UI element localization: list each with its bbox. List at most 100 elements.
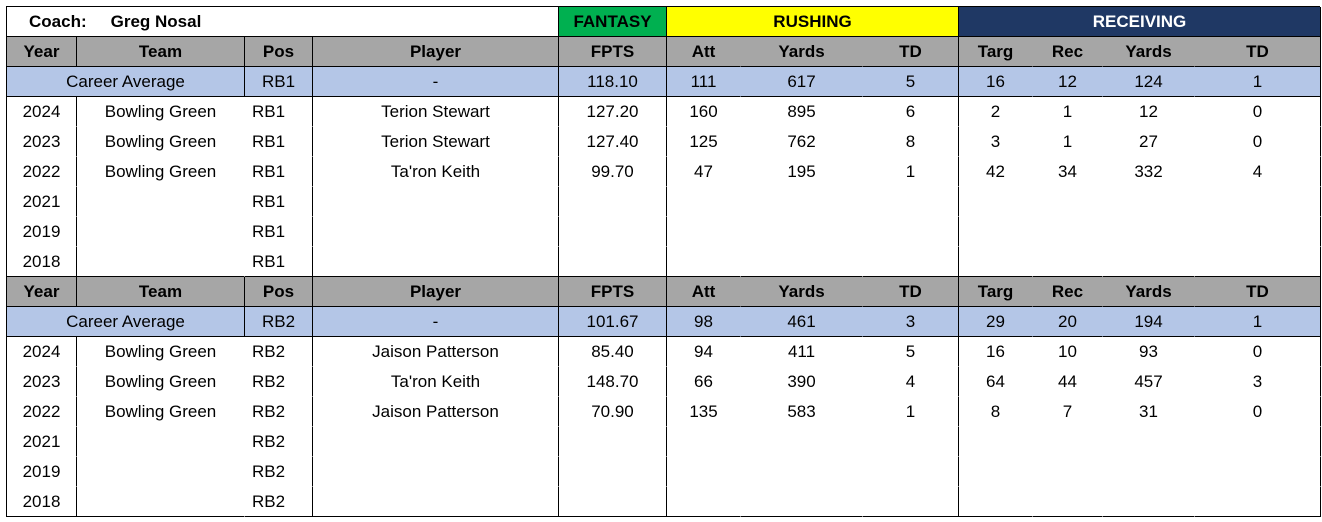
header-rush-td: TD [863, 277, 959, 307]
row-rush-yards: 895 [787, 101, 816, 121]
row-rec-yards [1103, 457, 1195, 487]
row-att [667, 247, 741, 277]
row-rec-td [1195, 487, 1321, 517]
row-year: 2022 [7, 397, 77, 427]
row-att: 66 [694, 371, 713, 391]
row-fpts: 85.40 [559, 337, 667, 367]
header-fpts: FPTS [559, 277, 667, 307]
row-rush-yards: 195 [787, 161, 816, 181]
row-fpts [559, 487, 667, 517]
row-att [667, 187, 741, 217]
row-rec-yards [1103, 247, 1195, 277]
row-pos: RB1 [245, 217, 313, 247]
row-rec: 7 [1062, 401, 1073, 421]
row-rush-yards [741, 427, 863, 457]
avg-targ: 29 [959, 307, 1033, 337]
avg-pos: RB1 [245, 67, 313, 97]
header-player: Player [313, 37, 559, 67]
row-rec-yards: 27 [1139, 131, 1158, 151]
row-rec [1033, 457, 1103, 487]
row-rec-td: 0 [1195, 127, 1321, 157]
row-year: 2018 [7, 247, 77, 277]
row-rec [1033, 247, 1103, 277]
row-targ [959, 457, 1033, 487]
row-att [667, 487, 741, 517]
row-team [77, 247, 245, 277]
coach-cell: Coach: Greg Nosal [7, 7, 559, 37]
row-team: Bowling Green [104, 131, 217, 151]
row-pos: RB1 [245, 97, 313, 127]
row-rush-td: 6 [863, 97, 959, 127]
header-team: Team [77, 277, 245, 307]
row-team: Bowling Green [104, 341, 217, 361]
row-rec-yards: 31 [1139, 401, 1158, 421]
row-rec-yards: 93 [1139, 341, 1158, 361]
row-rush-yards: 411 [787, 341, 816, 361]
avg-rush-yards: 617 [741, 67, 863, 97]
row-rush-yards [741, 217, 863, 247]
row-rec-td: 3 [1195, 367, 1321, 397]
row-year: 2023 [7, 367, 77, 397]
row-rec [1033, 217, 1103, 247]
row-team: Bowling Green [104, 401, 217, 421]
row-rec [1033, 187, 1103, 217]
header-rush-yards: Yards [741, 277, 863, 307]
row-year: 2024 [7, 97, 77, 127]
row-rush-td [863, 217, 959, 247]
row-rec-td: 0 [1195, 397, 1321, 427]
row-year: 2018 [7, 487, 77, 517]
avg-rush-td: 5 [863, 67, 959, 97]
row-pos: RB2 [245, 457, 313, 487]
row-rush-td [863, 187, 959, 217]
row-rec-yards [1103, 427, 1195, 457]
avg-rec-td: 1 [1195, 307, 1321, 337]
row-rush-yards [741, 487, 863, 517]
row-rec-td [1195, 427, 1321, 457]
group-rushing: RUSHING [667, 7, 959, 37]
row-year: 2019 [7, 217, 77, 247]
row-year: 2024 [7, 337, 77, 367]
header-player: Player [313, 277, 559, 307]
avg-fpts: 118.10 [559, 67, 667, 97]
row-att: 47 [694, 161, 713, 181]
row-rush-yards: 583 [787, 401, 816, 421]
row-rush-td: 5 [863, 337, 959, 367]
header-team: Team [77, 37, 245, 67]
header-rec-td: TD [1195, 37, 1321, 67]
header-rec-yards: Yards [1103, 277, 1195, 307]
row-fpts: 127.40 [559, 127, 667, 157]
row-pos: RB2 [245, 337, 313, 367]
header-pos: Pos [245, 37, 313, 67]
row-rush-yards [741, 247, 863, 277]
avg-pos: RB2 [245, 307, 313, 337]
row-targ [959, 187, 1033, 217]
avg-att: 111 [667, 67, 741, 97]
row-att: 94 [694, 341, 713, 361]
row-rec-yards [1103, 217, 1195, 247]
header-att: Att [667, 37, 741, 67]
row-team [77, 217, 245, 247]
avg-targ: 16 [959, 67, 1033, 97]
row-rec-yards: 457 [1134, 371, 1163, 391]
row-rec-td [1195, 217, 1321, 247]
row-targ: 2 [990, 101, 1001, 121]
row-fpts [559, 457, 667, 487]
row-year: 2021 [7, 187, 77, 217]
row-rec-td [1195, 457, 1321, 487]
row-rush-yards [741, 187, 863, 217]
row-targ [959, 217, 1033, 247]
row-targ [959, 487, 1033, 517]
row-fpts: 70.90 [559, 397, 667, 427]
row-pos: RB1 [245, 127, 313, 157]
row-att [667, 427, 741, 457]
row-pos: RB2 [245, 367, 313, 397]
coach-name: Greg Nosal [110, 11, 202, 31]
header-year: Year [7, 277, 77, 307]
row-targ: 3 [990, 131, 1001, 151]
row-player [313, 457, 559, 487]
row-rec-td: 4 [1195, 157, 1321, 187]
row-rush-td: 8 [863, 127, 959, 157]
coach-label: Coach: [29, 11, 87, 31]
group-fantasy: FANTASY [559, 7, 667, 37]
row-targ: 42 [986, 161, 1005, 181]
